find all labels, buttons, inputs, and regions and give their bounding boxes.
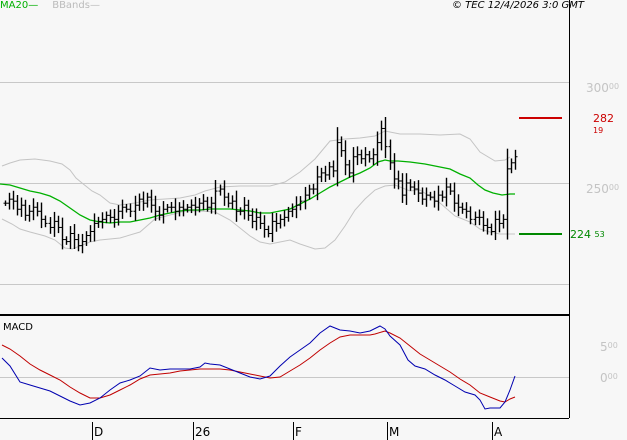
macd-signal-line [1, 330, 516, 403]
macd-line [1, 325, 516, 410]
bbands-upper [1, 130, 511, 206]
macd-label-int: 5 [600, 340, 608, 354]
legend-bbands[interactable]: BBands— [52, 0, 100, 11]
legend-bbands-label: BBands [52, 0, 90, 11]
price-label-250: 25000 [586, 183, 619, 195]
macd-label-0: 000 [600, 372, 618, 384]
legend-ma20-label: MA20 [0, 0, 29, 11]
resistance-dec: 19 [593, 126, 604, 135]
legend-ma20[interactable]: MA20— [0, 0, 39, 11]
x-tick-label-m: M [389, 425, 400, 439]
ohlc-bars [3, 117, 518, 254]
price-label-300: 30000 [586, 82, 619, 94]
price-label-dec: 00 [608, 183, 620, 192]
macd-label-5: 500 [600, 341, 618, 353]
x-tick-label-f: F [295, 425, 302, 439]
support-dec: 53 [594, 230, 605, 239]
x-tick-label-a: A [494, 425, 503, 439]
price-label-dec: 00 [608, 82, 620, 91]
macd-label-dec: 00 [607, 341, 618, 350]
price-label-int: 250 [586, 182, 609, 196]
macd-label-int: 0 [600, 371, 608, 385]
chart-legend: MA20— BBands— [0, 0, 100, 12]
support-int: 224 [570, 228, 591, 241]
support-label: 224 53 [570, 229, 605, 241]
copyright-timestamp: © TEC 12/4/2026 3:0 GMT [452, 0, 584, 11]
x-axis-ticks [92, 422, 493, 440]
x-tick-label-d: D [94, 425, 104, 439]
macd-label-dec: 00 [607, 372, 618, 381]
macd-title: MACD [3, 322, 33, 333]
ma20-line [0, 159, 515, 224]
x-tick-label-26: 26 [195, 425, 211, 439]
resistance-label: 282 19 [593, 113, 627, 137]
resistance-int: 282 [593, 112, 614, 125]
price-label-int: 300 [586, 81, 609, 95]
